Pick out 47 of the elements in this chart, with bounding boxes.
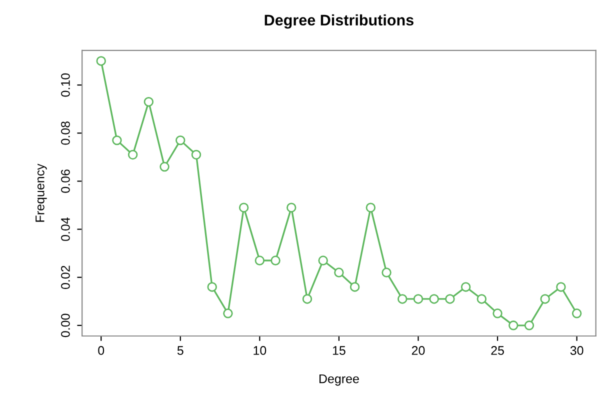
point (96, 56, 106, 66)
point (445, 294, 455, 304)
point (382, 268, 392, 278)
point (318, 256, 328, 266)
y-tick-label: 0.08 (61, 121, 70, 145)
y-tick-label: 0.10 (61, 73, 70, 97)
point (254, 256, 265, 266)
point (460, 282, 471, 292)
x-tick-label: 15 (332, 346, 346, 355)
point (429, 294, 439, 304)
point (112, 135, 122, 146)
point (524, 320, 534, 330)
point (223, 308, 233, 318)
point (128, 150, 138, 160)
x-axis-title: Degree (319, 374, 359, 386)
x-tick-label: 25 (491, 346, 504, 355)
point (350, 282, 360, 292)
y-tick-label: 0.06 (61, 170, 70, 193)
point (476, 294, 487, 304)
point (398, 294, 408, 304)
point (334, 268, 344, 278)
point (413, 294, 424, 304)
y-tick-label: 0.04 (61, 217, 70, 241)
point (302, 294, 312, 304)
point (366, 202, 376, 212)
y-tick-label: 0.02 (61, 266, 70, 290)
x-tick-label: 10 (254, 346, 266, 355)
y-axis-title: Frequency (36, 164, 47, 222)
point (207, 282, 217, 292)
point (508, 320, 518, 330)
point (286, 202, 296, 212)
y-tick-label: 0.00 (61, 314, 70, 338)
point (191, 150, 202, 160)
x-tick-label: 20 (412, 346, 425, 355)
point (572, 308, 582, 318)
point (492, 308, 502, 318)
point (238, 202, 249, 212)
point (160, 162, 170, 172)
x-tick-label: 5 (177, 346, 184, 355)
point (556, 282, 566, 292)
point (270, 256, 280, 266)
point (540, 294, 550, 304)
chart-title: Degree Distributions (264, 14, 414, 29)
x-tick-label: 30 (570, 346, 584, 355)
point (176, 135, 186, 146)
x-tick-label: 0 (98, 346, 104, 355)
point (144, 96, 154, 107)
